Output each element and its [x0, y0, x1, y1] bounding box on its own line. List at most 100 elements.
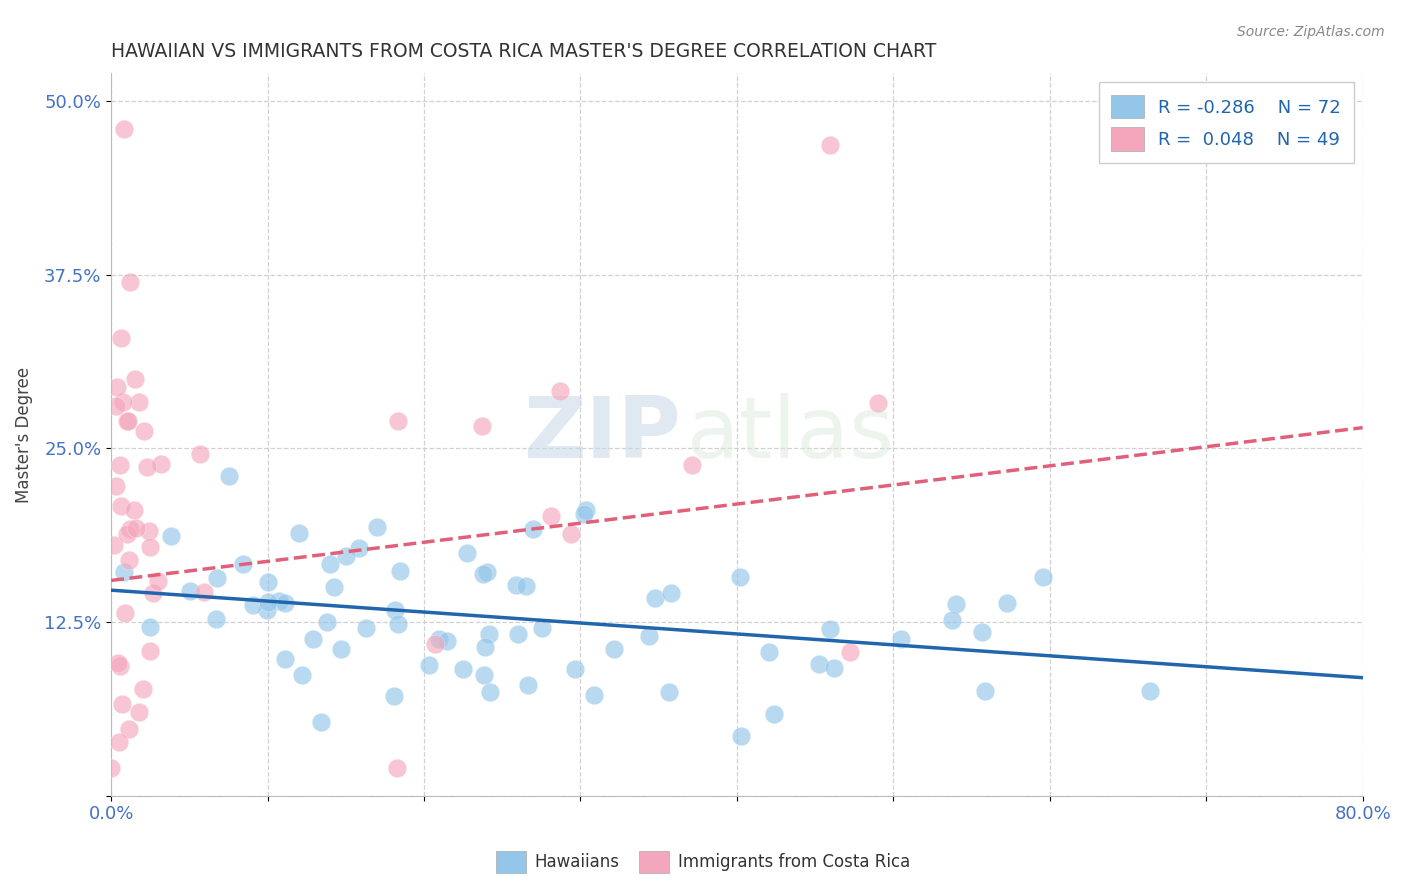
Point: [974, 684, 997, 698]
Legend: Hawaiians, Immigrants from Costa Rica: Hawaiians, Immigrants from Costa Rica: [489, 845, 917, 880]
Point: [388, 565, 411, 579]
Point: [132, 681, 155, 696]
Point: [818, 623, 841, 637]
Point: [354, 620, 377, 634]
Point: [115, 414, 138, 428]
Point: [138, 524, 160, 538]
Point: [288, 526, 311, 541]
Point: [319, 558, 342, 572]
Point: [125, 521, 148, 535]
Point: [218, 469, 240, 483]
Point: [122, 503, 145, 517]
Point: [112, 565, 135, 579]
Point: [323, 580, 346, 594]
Point: [945, 597, 967, 611]
Point: [105, 399, 128, 413]
Point: [139, 541, 162, 555]
Point: [385, 761, 408, 775]
Text: HAWAIIAN VS IMMIGRANTS FROM COSTA RICA MASTER'S DEGREE CORRELATION CHART: HAWAIIAN VS IMMIGRANTS FROM COSTA RICA M…: [111, 42, 936, 61]
Point: [515, 579, 537, 593]
Point: [644, 591, 666, 605]
Point: [179, 584, 201, 599]
Point: [108, 458, 131, 473]
Point: [436, 634, 458, 648]
Point: [118, 552, 141, 566]
Text: ZIP: ZIP: [523, 393, 681, 476]
Point: [1032, 569, 1054, 583]
Point: [124, 372, 146, 386]
Point: [107, 656, 129, 670]
Point: [273, 596, 295, 610]
Point: [112, 122, 135, 136]
Point: [105, 478, 128, 492]
Point: [110, 331, 132, 345]
Point: [572, 508, 595, 522]
Point: [575, 502, 598, 516]
Point: [135, 460, 157, 475]
Point: [659, 586, 682, 600]
Point: [330, 641, 353, 656]
Point: [427, 632, 450, 646]
Point: [205, 612, 228, 626]
Text: Source: ZipAtlas.com: Source: ZipAtlas.com: [1237, 25, 1385, 39]
Point: [602, 641, 624, 656]
Point: [995, 596, 1018, 610]
Point: [316, 615, 339, 629]
Point: [763, 707, 786, 722]
Point: [807, 657, 830, 671]
Point: [108, 735, 131, 749]
Point: [583, 688, 606, 702]
Point: [730, 729, 752, 743]
Point: [522, 522, 544, 536]
Point: [475, 565, 498, 579]
Point: [118, 723, 141, 737]
Point: [387, 617, 409, 632]
Point: [103, 538, 125, 552]
Point: [105, 379, 128, 393]
Point: [120, 522, 142, 536]
Point: [818, 138, 841, 153]
Point: [114, 606, 136, 620]
Point: [112, 395, 135, 409]
Legend: R = -0.286    N = 72, R =  0.048    N = 49: R = -0.286 N = 72, R = 0.048 N = 49: [1098, 82, 1354, 163]
Point: [471, 418, 494, 433]
Point: [866, 396, 889, 410]
Point: [115, 527, 138, 541]
Point: [132, 424, 155, 438]
Point: [111, 698, 134, 712]
Point: [472, 667, 495, 681]
Point: [387, 413, 409, 427]
Point: [207, 571, 229, 585]
Point: [257, 595, 280, 609]
Point: [100, 761, 122, 775]
Point: [108, 658, 131, 673]
Point: [274, 652, 297, 666]
Point: [110, 499, 132, 513]
Point: [423, 637, 446, 651]
Point: [309, 715, 332, 730]
Point: [118, 275, 141, 289]
Point: [142, 585, 165, 599]
Point: [456, 546, 478, 560]
Point: [506, 627, 529, 641]
Point: [193, 585, 215, 599]
Point: [232, 558, 254, 572]
Point: [540, 509, 562, 524]
Point: [505, 578, 527, 592]
Point: [1139, 683, 1161, 698]
Point: [560, 527, 582, 541]
Point: [267, 593, 290, 607]
Point: [550, 384, 572, 398]
Point: [256, 603, 278, 617]
Point: [658, 685, 681, 699]
Point: [564, 662, 586, 676]
Point: [823, 661, 845, 675]
Point: [516, 678, 538, 692]
Point: [384, 689, 406, 703]
Point: [474, 640, 496, 655]
Point: [139, 644, 162, 658]
Point: [117, 414, 139, 428]
Point: [972, 625, 994, 640]
Text: atlas: atlas: [688, 393, 894, 476]
Point: [472, 566, 495, 581]
